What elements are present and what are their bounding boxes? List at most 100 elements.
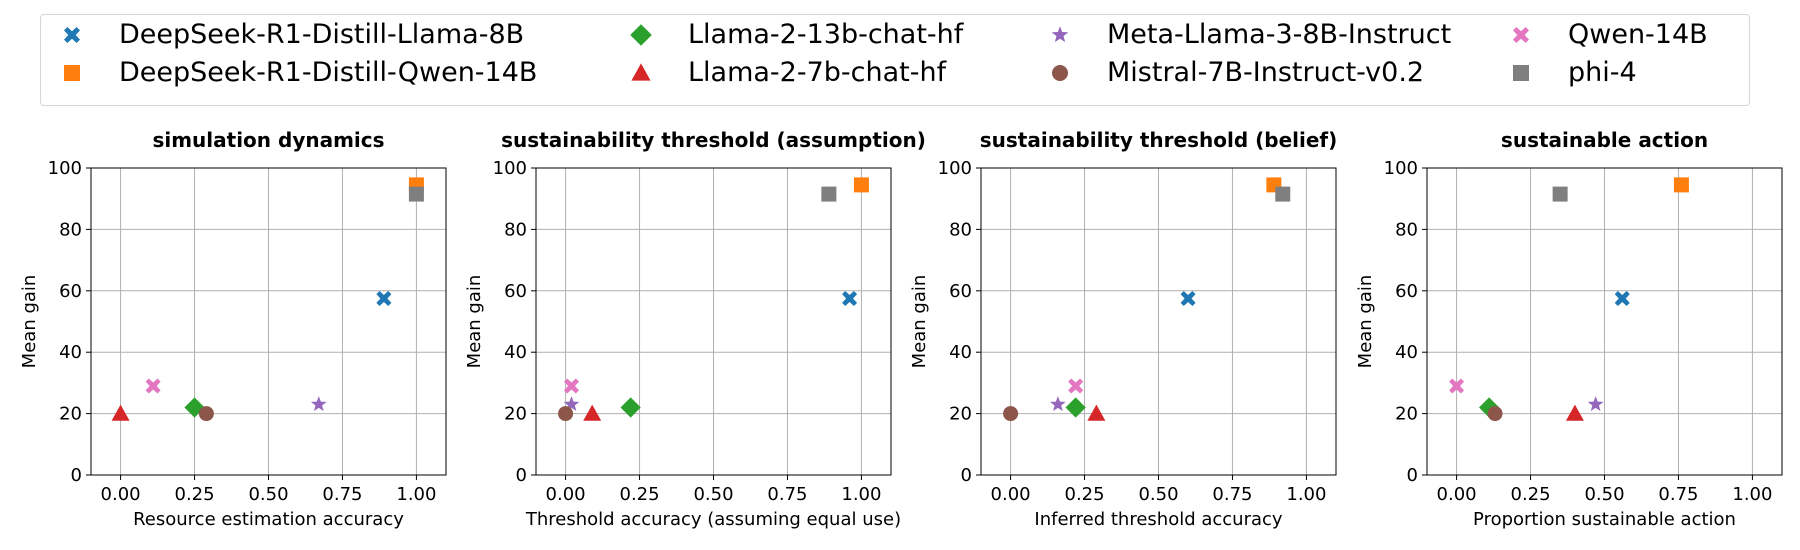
legend-item: Llama-2-7b-chat-hf — [630, 55, 946, 91]
legend-label: Mistral-7B-Instruct-v0.2 — [1107, 57, 1425, 88]
x-tick-label: 0.25 — [620, 484, 660, 505]
data-point — [310, 396, 327, 412]
legend-marker-icon — [1513, 65, 1529, 81]
data-point — [1087, 404, 1106, 421]
legend-marker-icon — [64, 65, 80, 81]
legend: DeepSeek-R1-Distill-Llama-8B DeepSeek-R1… — [40, 14, 1750, 106]
y-tick-label: 0 — [516, 465, 527, 486]
data-point — [853, 177, 869, 193]
y-axis-label: Mean gain — [1355, 275, 1376, 369]
x-tick-label: 0.25 — [1065, 484, 1105, 505]
legend-marker-icon — [631, 63, 651, 81]
legend-item: Mistral-7B-Instruct-v0.2 — [1049, 55, 1424, 91]
x-axis-label: Inferred threshold accuracy — [1034, 509, 1282, 530]
x-tick-label: 0.50 — [1138, 484, 1178, 505]
legend-marker-icon — [1051, 26, 1069, 43]
legend-label: DeepSeek-R1-Distill-Qwen-14B — [119, 57, 538, 88]
legend-marker-shape — [64, 65, 80, 81]
x-tick-label: 1.00 — [1732, 484, 1772, 505]
data-point — [198, 406, 214, 422]
y-tick-label: 40 — [1395, 342, 1418, 363]
legend-marker-shape — [1051, 26, 1069, 43]
data-point — [563, 396, 580, 412]
x-tick-label: 0.75 — [1212, 484, 1252, 505]
data-point — [145, 378, 161, 394]
legend-label: Llama-2-7b-chat-hf — [688, 57, 947, 88]
data-point — [558, 406, 574, 422]
legend-marker-icon — [1513, 27, 1529, 43]
legend-item: DeepSeek-R1-Distill-Qwen-14B — [61, 55, 537, 91]
y-tick-label: 100 — [48, 158, 82, 179]
data-point — [1050, 396, 1066, 412]
y-tick-label: 20 — [59, 404, 82, 425]
x-tick-label: 0.75 — [1658, 484, 1698, 505]
x-axis-label: Resource estimation accuracy — [133, 509, 404, 530]
legend-label: Llama-2-13b-chat-hf — [688, 19, 964, 50]
chart-title: sustainable action — [1501, 128, 1708, 152]
y-tick-label: 100 — [1384, 158, 1418, 179]
data-point — [842, 290, 858, 306]
y-tick-label: 80 — [59, 219, 82, 240]
y-tick-label: 20 — [949, 404, 972, 425]
legend-label: phi-4 — [1568, 57, 1637, 88]
y-tick-label: 0 — [1407, 465, 1418, 486]
data-point — [620, 397, 641, 418]
data-point — [1614, 290, 1630, 306]
legend-marker-shape — [631, 63, 651, 81]
data-point — [1068, 378, 1084, 394]
data-point — [1673, 177, 1689, 193]
chart-title: simulation dynamics — [152, 128, 384, 152]
y-tick-label: 80 — [504, 219, 527, 240]
legend-marker-shape — [1513, 27, 1529, 43]
data-point — [408, 186, 424, 202]
legend-marker-shape — [64, 27, 80, 43]
x-tick-label: 1.00 — [841, 484, 881, 505]
legend-marker-icon — [1052, 65, 1068, 81]
y-tick-label: 20 — [1395, 404, 1418, 425]
x-tick-label: 0.00 — [546, 484, 586, 505]
chart-panel: 0.00 0.25 0.50 0.75 1.00 0 20 40 60 80 100 simulati… — [19, 128, 447, 530]
chart-panel: 0.00 0.25 0.50 0.75 1.00 0 20 40 60 80 100 sustaina… — [1355, 128, 1783, 530]
x-axis-label: Proportion sustainable action — [1473, 509, 1736, 530]
y-tick-label: 60 — [1395, 281, 1418, 302]
chart-title: sustainability threshold (belief) — [980, 128, 1338, 152]
y-tick-label: 100 — [493, 158, 527, 179]
data-point — [821, 186, 837, 202]
y-axis-label: Mean gain — [19, 275, 40, 369]
data-point — [1565, 404, 1584, 421]
data-point — [1587, 396, 1604, 412]
y-tick-label: 80 — [1395, 219, 1418, 240]
legend-marker-shape — [1052, 65, 1068, 81]
x-tick-label: 0.25 — [175, 484, 215, 505]
y-tick-label: 40 — [949, 342, 972, 363]
legend-item: Llama-2-13b-chat-hf — [630, 17, 963, 53]
data-point — [1449, 378, 1465, 394]
legend-item: phi-4 — [1510, 55, 1637, 91]
x-tick-label: 1.00 — [1286, 484, 1326, 505]
data-point — [1003, 406, 1019, 422]
y-tick-label: 40 — [504, 342, 527, 363]
legend-marker-icon — [64, 27, 80, 43]
y-tick-label: 80 — [949, 219, 972, 240]
legend-item: Qwen-14B — [1510, 17, 1708, 53]
data-point — [583, 404, 602, 421]
x-tick-label: 0.00 — [1437, 484, 1477, 505]
chart-panel: 0.00 0.25 0.50 0.75 1.00 0 20 40 60 80 100 sustaina… — [909, 128, 1337, 530]
y-axis-label: Mean gain — [909, 275, 930, 369]
y-tick-label: 20 — [504, 404, 527, 425]
legend-label: Qwen-14B — [1568, 19, 1708, 50]
legend-label: DeepSeek-R1-Distill-Llama-8B — [119, 19, 525, 50]
data-point — [1180, 290, 1196, 306]
legend-item: DeepSeek-R1-Distill-Llama-8B — [61, 17, 524, 53]
y-axis-label: Mean gain — [464, 275, 485, 369]
y-tick-label: 100 — [938, 158, 972, 179]
legend-marker-icon — [630, 24, 652, 46]
legend-marker-shape — [1513, 65, 1529, 81]
x-tick-label: 0.00 — [991, 484, 1031, 505]
y-tick-label: 60 — [504, 281, 527, 302]
y-tick-label: 40 — [59, 342, 82, 363]
x-tick-label: 1.00 — [396, 484, 436, 505]
x-tick-label: 0.50 — [693, 484, 733, 505]
y-tick-label: 60 — [59, 281, 82, 302]
